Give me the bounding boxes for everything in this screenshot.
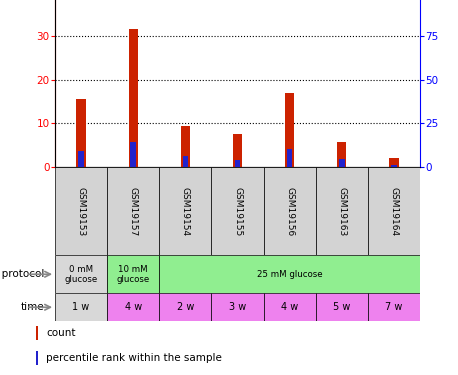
Bar <box>107 167 159 255</box>
Text: percentile rank within the sample: percentile rank within the sample <box>46 353 222 363</box>
Text: GSM19156: GSM19156 <box>285 187 294 236</box>
Text: 5 w: 5 w <box>333 302 350 312</box>
Text: count: count <box>46 328 76 338</box>
Text: 0 mM
glucose: 0 mM glucose <box>65 264 98 284</box>
Text: 25 mM glucose: 25 mM glucose <box>257 270 322 279</box>
Bar <box>337 142 347 167</box>
Bar <box>159 167 212 255</box>
Bar <box>131 142 136 167</box>
Bar <box>212 293 263 321</box>
Bar <box>55 167 107 255</box>
Bar <box>55 255 107 293</box>
Bar <box>107 255 159 293</box>
Bar <box>234 160 240 167</box>
Bar <box>339 159 344 167</box>
Bar <box>180 126 190 167</box>
Text: GSM19157: GSM19157 <box>129 187 138 236</box>
Bar <box>368 293 420 321</box>
Bar <box>263 293 316 321</box>
Bar <box>389 159 398 167</box>
Text: GSM19154: GSM19154 <box>181 187 190 236</box>
Text: GSM19155: GSM19155 <box>233 187 242 236</box>
Text: GSM19153: GSM19153 <box>76 187 86 236</box>
Bar <box>391 165 397 167</box>
Text: 7 w: 7 w <box>385 302 403 312</box>
Bar <box>129 30 138 167</box>
Text: 4 w: 4 w <box>281 302 298 312</box>
Text: GSM19164: GSM19164 <box>389 187 398 236</box>
Text: time: time <box>21 302 44 312</box>
Bar <box>36 351 38 365</box>
Bar <box>55 293 107 321</box>
Bar <box>316 293 368 321</box>
Bar <box>263 167 316 255</box>
Bar <box>78 151 84 167</box>
Text: GSM19163: GSM19163 <box>337 187 346 236</box>
Bar <box>183 156 188 167</box>
Text: 2 w: 2 w <box>177 302 194 312</box>
Bar <box>76 99 86 167</box>
Text: 4 w: 4 w <box>125 302 142 312</box>
Bar <box>36 326 38 340</box>
Text: 10 mM
glucose: 10 mM glucose <box>117 264 150 284</box>
Bar <box>233 134 242 167</box>
Text: growth protocol: growth protocol <box>0 269 44 279</box>
Bar <box>212 167 263 255</box>
Bar <box>159 255 420 293</box>
Bar <box>287 149 293 167</box>
Bar <box>159 293 212 321</box>
Text: 3 w: 3 w <box>229 302 246 312</box>
Bar <box>285 93 294 167</box>
Bar <box>107 293 159 321</box>
Bar <box>316 167 368 255</box>
Bar <box>368 167 420 255</box>
Text: 1 w: 1 w <box>72 302 90 312</box>
